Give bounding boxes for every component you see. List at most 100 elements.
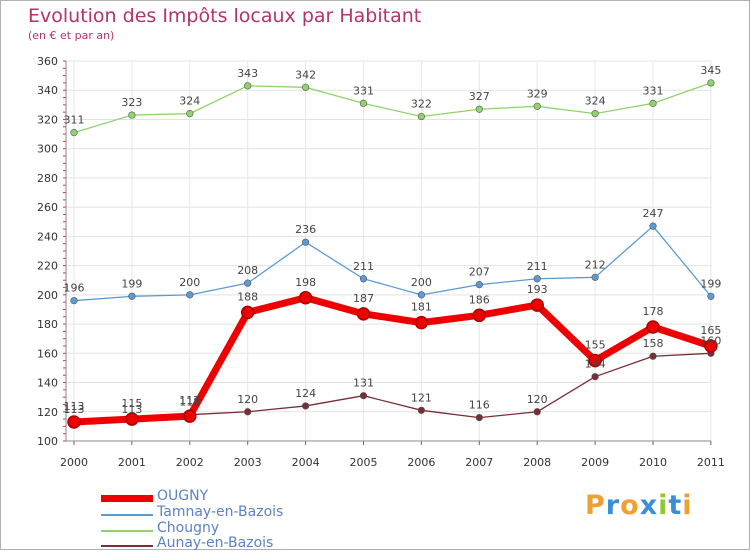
logo-letter: i <box>682 490 693 521</box>
data-point-aunay-en-bazois <box>302 402 310 410</box>
data-point-aunay-en-bazois <box>591 373 599 381</box>
data-label-aunay-en-bazois: 144 <box>585 358 606 371</box>
data-label-tamnay-en-bazois: 199 <box>700 277 721 290</box>
data-point-chougny <box>244 82 252 90</box>
data-label-ougny: 113 <box>64 400 85 413</box>
y-tick-label: 220 <box>37 260 58 273</box>
data-label-chougny: 331 <box>643 84 664 97</box>
data-label-aunay-en-bazois: 131 <box>353 377 374 390</box>
data-point-chougny <box>302 83 310 91</box>
data-label-ougny: 155 <box>585 339 606 352</box>
series-layer <box>67 79 718 429</box>
data-label-chougny: 324 <box>179 95 200 108</box>
data-point-tamnay-en-bazois <box>533 275 541 283</box>
data-point-tamnay-en-bazois <box>417 291 426 299</box>
x-tick-label: 2008 <box>523 456 551 469</box>
data-label-ougny: 188 <box>237 290 258 303</box>
data-point-chougny <box>591 110 599 118</box>
data-label-tamnay-en-bazois: 208 <box>237 264 258 277</box>
data-label-ougny: 187 <box>353 292 374 305</box>
axis-layer: 100 120 140 160 180 200 220 240 260 280 300 320 340 3… <box>37 55 725 469</box>
data-label-chougny: 331 <box>353 84 374 97</box>
data-point-aunay-en-bazois <box>533 408 541 416</box>
legend-label-tamnay: Tamnay-en-Bazois <box>157 504 284 520</box>
data-point-ougny <box>356 307 371 321</box>
x-tick-label: 2009 <box>581 456 609 469</box>
data-label-ougny: 181 <box>411 301 432 314</box>
data-point-tamnay-en-bazois <box>244 279 252 287</box>
data-point-chougny <box>533 102 541 110</box>
data-point-chougny <box>649 99 657 107</box>
data-point-ougny <box>67 415 81 429</box>
data-point-tamnay-en-bazois <box>302 238 310 246</box>
data-point-ougny <box>240 305 255 320</box>
data-point-chougny <box>128 111 136 119</box>
logo-letter: x <box>639 490 659 521</box>
y-tick-label: 260 <box>37 201 58 214</box>
logo-letter: P <box>585 490 606 521</box>
data-point-ougny <box>472 308 487 323</box>
data-point-tamnay-en-bazois <box>70 297 78 305</box>
data-label-aunay-en-bazois: 158 <box>643 337 664 350</box>
data-label-tamnay-en-bazois: 212 <box>585 258 606 271</box>
legend-swatch-chougny <box>101 530 153 532</box>
data-label-tamnay-en-bazois: 236 <box>295 223 316 236</box>
data-point-chougny <box>186 110 194 118</box>
data-point-tamnay-en-bazois <box>649 222 657 230</box>
data-label-tamnay-en-bazois: 247 <box>643 207 664 220</box>
data-point-ougny <box>588 353 602 368</box>
y-tick-label: 100 <box>37 435 58 448</box>
data-label-chougny: 345 <box>700 64 721 77</box>
data-point-chougny <box>359 99 368 107</box>
legend-label-chougny: Chougny <box>157 520 220 536</box>
data-point-tamnay-en-bazois <box>707 292 715 300</box>
data-point-chougny <box>475 105 483 113</box>
legend-label-ougny: OUGNY <box>157 488 209 504</box>
data-label-chougny: 329 <box>527 87 548 100</box>
chart-title: Evolution des Impôts locaux par Habitant <box>28 5 422 27</box>
data-point-ougny <box>704 339 718 353</box>
x-tick-label: 2002 <box>176 456 204 469</box>
data-point-ougny <box>530 298 544 312</box>
x-tick-label: 2011 <box>697 456 725 469</box>
legend-swatch-ougny <box>101 495 153 502</box>
data-point-aunay-en-bazois <box>417 406 426 414</box>
data-label-ougny: 186 <box>469 293 490 306</box>
data-label-ougny: 165 <box>700 324 721 337</box>
data-point-tamnay-en-bazois <box>128 292 136 300</box>
y-tick-label: 180 <box>37 318 58 331</box>
logo-letter: o <box>620 490 640 521</box>
y-tick-label: 140 <box>37 377 58 390</box>
y-tick-label: 340 <box>37 84 58 97</box>
data-label-aunay-en-bazois: 160 <box>700 334 721 347</box>
data-label-aunay-en-bazois: 121 <box>411 391 432 404</box>
data-point-ougny <box>183 409 197 423</box>
data-label-aunay-en-bazois: 113 <box>64 403 85 416</box>
y-tick-label: 360 <box>37 55 58 68</box>
proxiti-logo: Proxiti <box>585 490 693 521</box>
series-line-ougny <box>73 294 712 426</box>
x-tick-label: 2004 <box>292 456 320 469</box>
data-label-tamnay-en-bazois: 196 <box>64 282 85 295</box>
data-label-tamnay-en-bazois: 199 <box>121 277 142 290</box>
data-point-ougny <box>298 291 313 305</box>
logo-letter: t <box>668 490 683 521</box>
x-tick-label: 2006 <box>407 456 435 469</box>
y-tick-label: 200 <box>37 289 58 302</box>
x-tick-label: 2010 <box>639 456 667 469</box>
data-point-tamnay-en-bazois <box>186 291 194 299</box>
data-label-ougny: 117 <box>179 394 200 407</box>
series-line-tamnay-en-bazois <box>73 225 712 302</box>
data-label-chougny: 323 <box>121 96 142 109</box>
x-tick-label: 2007 <box>465 456 493 469</box>
x-tick-label: 2000 <box>60 456 88 469</box>
data-label-tamnay-en-bazois: 211 <box>353 260 374 273</box>
data-label-chougny: 322 <box>411 98 432 111</box>
data-point-aunay-en-bazois <box>244 408 252 416</box>
data-label-tamnay-en-bazois: 200 <box>179 276 200 289</box>
data-label-tamnay-en-bazois: 207 <box>469 266 490 279</box>
data-label-tamnay-en-bazois: 200 <box>411 276 432 289</box>
y-tick-label: 120 <box>37 406 58 419</box>
grid-layer <box>66 60 712 442</box>
